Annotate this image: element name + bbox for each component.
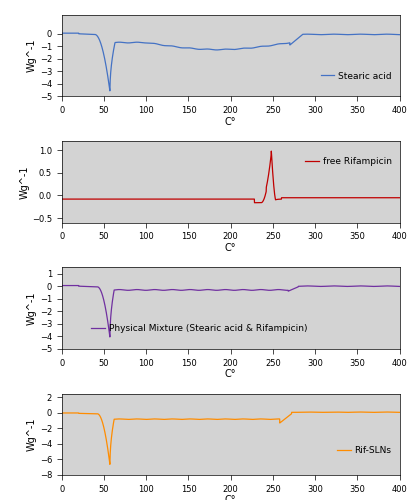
Legend: Stearic acid: Stearic acid xyxy=(317,68,395,84)
X-axis label: C°: C° xyxy=(225,495,236,500)
Y-axis label: Wg^-1: Wg^-1 xyxy=(27,418,37,451)
X-axis label: C°: C° xyxy=(225,369,236,379)
Legend: free Rifampicin: free Rifampicin xyxy=(302,154,395,170)
Y-axis label: Wg^-1: Wg^-1 xyxy=(27,39,37,72)
X-axis label: C°: C° xyxy=(225,242,236,252)
Legend: Physical Mixture (Stearic acid & Rifampicin): Physical Mixture (Stearic acid & Rifampi… xyxy=(88,320,311,336)
Y-axis label: Wg^-1: Wg^-1 xyxy=(27,292,37,325)
X-axis label: C°: C° xyxy=(225,116,236,126)
Y-axis label: Wg^-1: Wg^-1 xyxy=(19,165,29,198)
Legend: Rif-SLNs: Rif-SLNs xyxy=(334,442,395,458)
